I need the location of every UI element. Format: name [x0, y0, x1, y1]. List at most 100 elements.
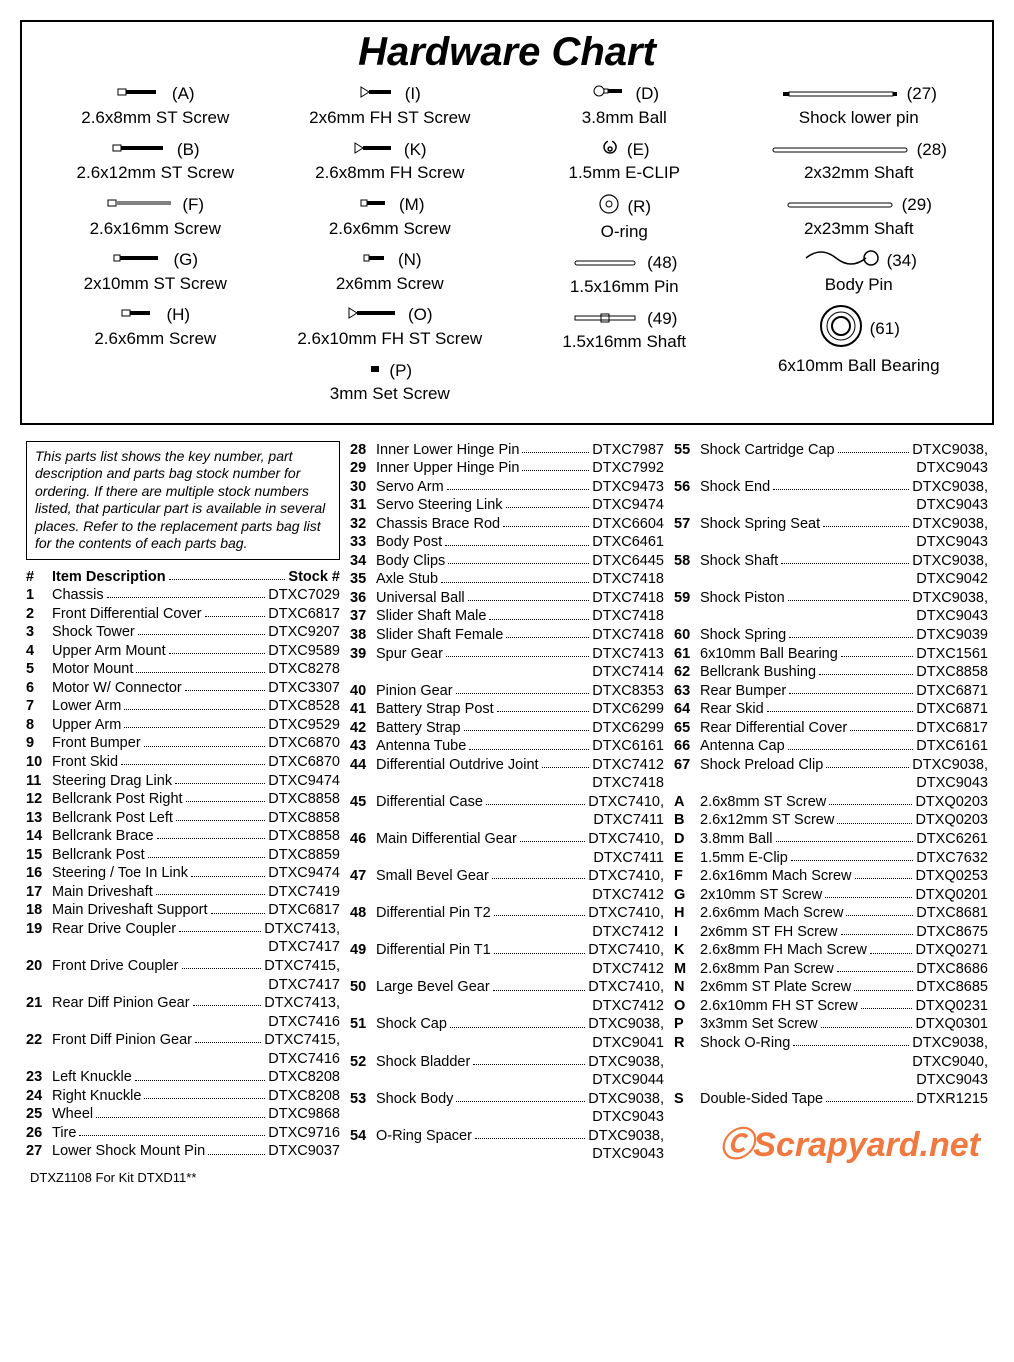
part-stock: DTXC7992: [592, 459, 664, 478]
part-stock: DTXC7987: [592, 441, 664, 460]
part-stock: DTXC9040,: [912, 1053, 988, 1072]
part-stock: DTXC8859: [268, 846, 340, 865]
hardware-letter: (O): [408, 304, 433, 325]
part-stock: DTXQ0201: [915, 886, 988, 905]
part-row: 4Upper Arm MountDTXC9589: [26, 642, 340, 661]
part-desc: 2.6x16mm Mach Screw: [700, 867, 852, 886]
part-stock: DTXC9042: [916, 570, 988, 589]
part-row: 19Rear Drive CouplerDTXC7413,: [26, 920, 340, 939]
part-number: K: [674, 941, 700, 960]
part-row: A2.6x8mm ST ScrewDTXQ0203: [674, 793, 988, 812]
part-row: 22Front Diff Pinion GearDTXC7415,: [26, 1031, 340, 1050]
part-number: B: [674, 811, 700, 830]
part-row: 3Shock TowerDTXC9207: [26, 623, 340, 642]
part-row: 10Front SkidDTXC6870: [26, 753, 340, 772]
pin-icon: [571, 252, 641, 273]
part-row: 31Servo Steering LinkDTXC9474: [350, 496, 664, 515]
part-desc: 2.6x8mm FH Mach Screw: [700, 941, 867, 960]
part-desc: Shock Cap: [376, 1015, 447, 1034]
part-number: 65: [674, 719, 700, 738]
fh-st-short-icon: [359, 83, 399, 104]
parts-col-3: 55Shock Cartridge CapDTXC9038,DTXC904356…: [674, 441, 988, 1164]
hardware-letter: (H): [166, 304, 190, 325]
part-stock: DTXC9589: [268, 642, 340, 661]
part-number: 42: [350, 719, 376, 738]
part-stock: DTXC7410,: [588, 978, 664, 997]
part-row: 45Differential CaseDTXC7410,: [350, 793, 664, 812]
part-desc: Main Driveshaft Support: [52, 901, 208, 920]
part-stock: DTXC9474: [268, 772, 340, 791]
part-number: 59: [674, 589, 700, 608]
part-number: A: [674, 793, 700, 812]
part-row: DTXC9044: [350, 1071, 664, 1090]
hardware-item: (49)1.5x16mm Shaft: [511, 305, 738, 352]
st-screw-short-icon: [116, 83, 166, 104]
screw-n-icon: [358, 249, 392, 270]
part-number: 7: [26, 697, 52, 716]
header-desc: Item Description: [52, 568, 166, 587]
part-row: 41Battery Strap PostDTXC6299: [350, 700, 664, 719]
intro-text: This parts list shows the key number, pa…: [26, 441, 340, 560]
part-desc: Lower Shock Mount Pin: [52, 1142, 205, 1161]
part-stock: DTXC7418: [592, 626, 664, 645]
part-row: G2x10mm ST ScrewDTXQ0201: [674, 886, 988, 905]
part-stock: DTXC9473: [592, 478, 664, 497]
part-stock: DTXC7418: [592, 589, 664, 608]
hardware-item: (27)Shock lower pin: [746, 81, 973, 128]
part-stock: DTXC6817: [268, 605, 340, 624]
part-desc: Shock Body: [376, 1090, 453, 1109]
part-desc: Front Differential Cover: [52, 605, 202, 624]
part-stock: DTXC6161: [592, 737, 664, 756]
part-stock: DTXC9043: [592, 1145, 664, 1164]
part-stock: DTXC8675: [916, 923, 988, 942]
part-desc: Rear Bumper: [700, 682, 786, 701]
part-number: 12: [26, 790, 52, 809]
part-row: 28Inner Lower Hinge PinDTXC7987: [350, 441, 664, 460]
hardware-item: (48)1.5x16mm Pin: [511, 250, 738, 297]
parts-col-1: This parts list shows the key number, pa…: [26, 441, 340, 1164]
part-stock: DTXC9474: [592, 496, 664, 515]
part-number: 45: [350, 793, 376, 812]
st-screw-med-icon: [111, 139, 171, 160]
part-row: 64Rear SkidDTXC6871: [674, 700, 988, 719]
hardware-desc: O-ring: [511, 221, 738, 242]
parts-list: This parts list shows the key number, pa…: [20, 435, 994, 1164]
part-number: N: [674, 978, 700, 997]
part-desc: 2x6mm ST FH Screw: [700, 923, 838, 942]
part-stock: DTXC7419: [268, 883, 340, 902]
part-stock: DTXC9037: [268, 1142, 340, 1161]
part-stock: DTXC8681: [916, 904, 988, 923]
part-row: 11Steering Drag LinkDTXC9474: [26, 772, 340, 791]
part-desc: Shock End: [700, 478, 770, 497]
hardware-item: (28)2x32mm Shaft: [746, 136, 973, 183]
part-number: 64: [674, 700, 700, 719]
hw-col-4: (27)Shock lower pin(28)2x32mm Shaft(29)2…: [746, 81, 973, 405]
part-desc: Large Bevel Gear: [376, 978, 490, 997]
part-number: 35: [350, 570, 376, 589]
shaft-long-icon: [771, 139, 911, 160]
part-stock: DTXC6871: [916, 682, 988, 701]
part-row: DTXC9043: [350, 1108, 664, 1127]
part-stock: DTXC8278: [268, 660, 340, 679]
part-row: 35Axle StubDTXC7418: [350, 570, 664, 589]
part-row: DTXC7414: [350, 663, 664, 682]
fh-st-long-icon: [347, 304, 402, 325]
hardware-grid: (A)2.6x8mm ST Screw(B)2.6x12mm ST Screw(…: [42, 81, 972, 405]
screw-long-icon: [106, 194, 176, 215]
part-desc: Bellcrank Post Right: [52, 790, 183, 809]
part-number: 28: [350, 441, 376, 460]
part-stock: DTXC9038,: [912, 478, 988, 497]
part-row: 26TireDTXC9716: [26, 1124, 340, 1143]
part-stock: DTXC9043: [916, 1071, 988, 1090]
part-desc: Shock Cartridge Cap: [700, 441, 835, 460]
part-number: 61: [674, 645, 700, 664]
part-row: 17Main Driveshaft DTXC7419: [26, 883, 340, 902]
part-stock: DTXC8858: [268, 809, 340, 828]
page-title: Hardware Chart: [42, 30, 972, 75]
part-number: 30: [350, 478, 376, 497]
part-number: S: [674, 1090, 700, 1109]
part-row: P3x3mm Set ScrewDTXQ0301: [674, 1015, 988, 1034]
part-number: 22: [26, 1031, 52, 1050]
part-row: 30Servo ArmDTXC9473: [350, 478, 664, 497]
part-number: 48: [350, 904, 376, 923]
